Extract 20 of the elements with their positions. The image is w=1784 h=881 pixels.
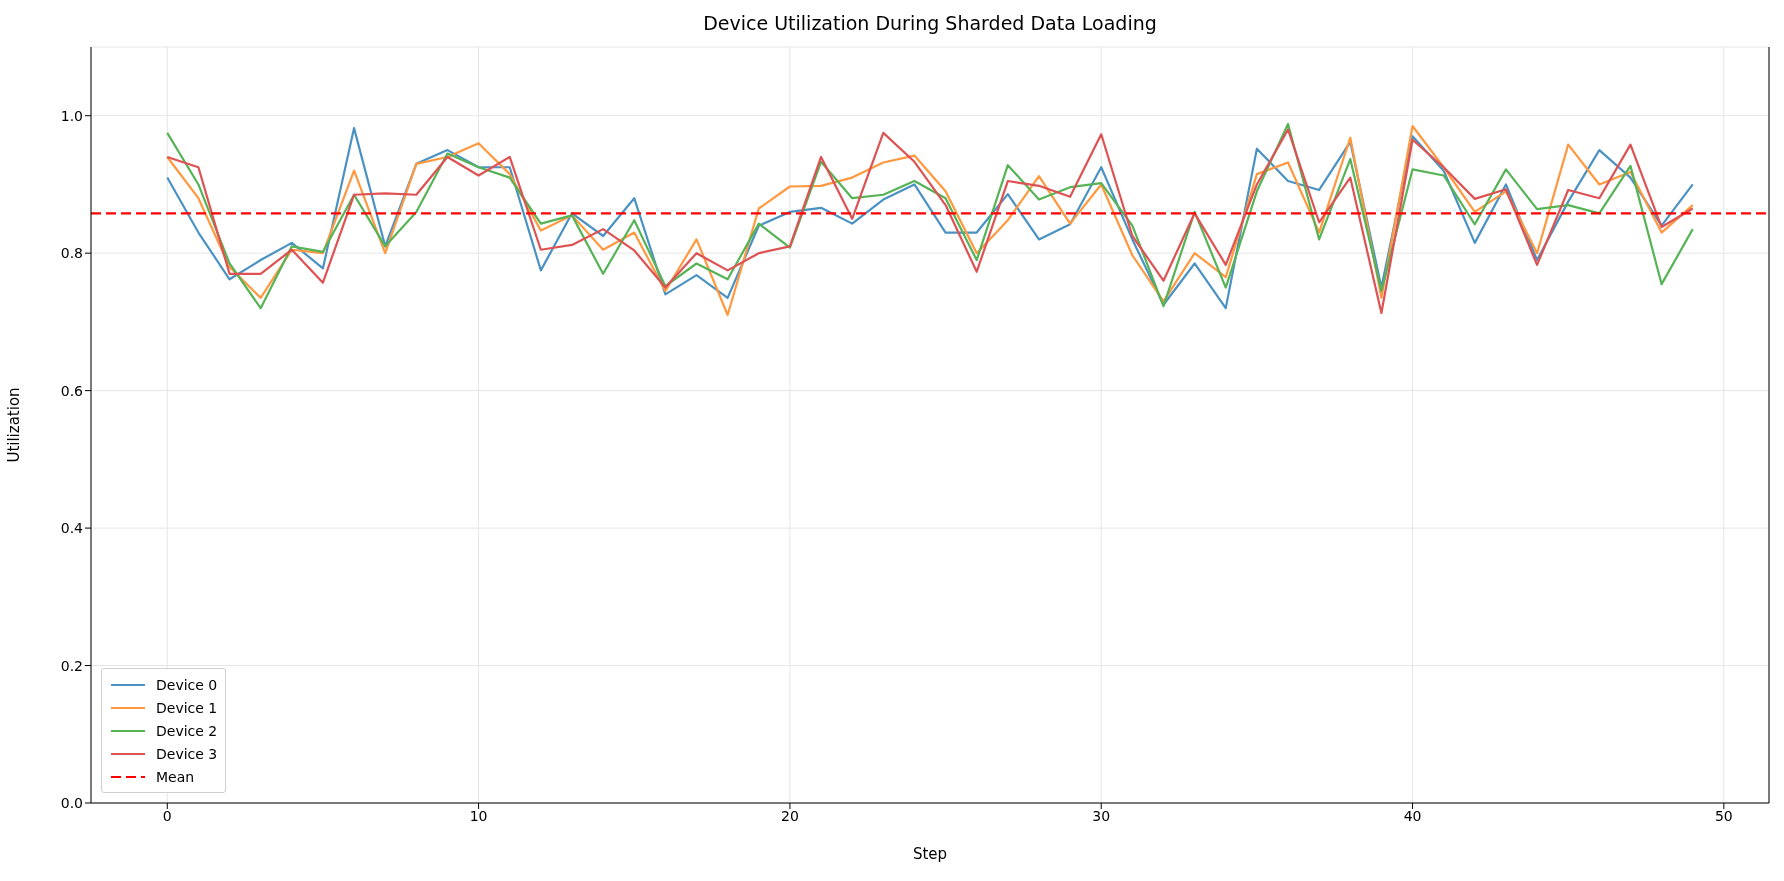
- y-tick-label: 0.4: [60, 520, 84, 537]
- x-tick-label: 40: [1403, 807, 1422, 824]
- x-axis-title: Step: [912, 845, 948, 863]
- x-tick-label: 20: [780, 807, 799, 824]
- chart-title: Device Utilization During Sharded Data Loading: [702, 12, 1158, 34]
- y-axis-title: Utilization: [5, 387, 24, 463]
- legend-label: Mean: [156, 768, 195, 785]
- y-tick-label: 1.0: [60, 107, 83, 124]
- x-tick-label: 10: [469, 807, 488, 824]
- y-tick-label: 0.0: [60, 794, 83, 811]
- x-tick-label: 0: [162, 807, 172, 824]
- legend-label: Device 1: [156, 699, 218, 716]
- legend-label: Device 0: [156, 676, 218, 693]
- y-tick-label: 0.6: [60, 382, 84, 399]
- y-tick-label: 0.8: [60, 245, 83, 262]
- y-tick-label: 0.2: [60, 657, 83, 674]
- legend-label: Device 2: [156, 722, 218, 739]
- x-tick-label: 50: [1714, 807, 1733, 824]
- x-tick-label: 30: [1092, 807, 1111, 824]
- legend-label: Device 3: [156, 745, 218, 762]
